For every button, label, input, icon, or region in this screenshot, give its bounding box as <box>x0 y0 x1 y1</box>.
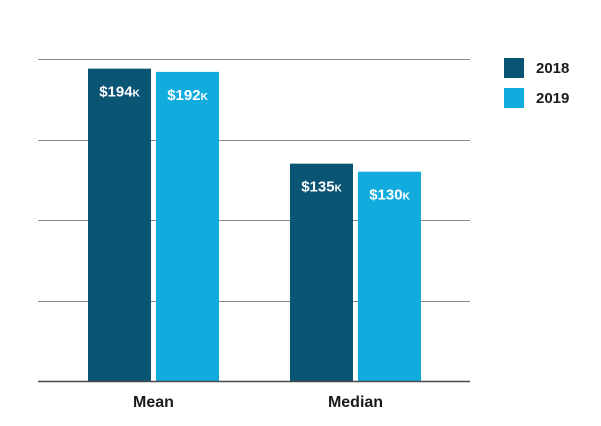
category-label-mean: Mean <box>133 394 174 411</box>
data-label-median-2018: $135K <box>301 179 342 196</box>
data-label-mean-2018: $194K <box>99 84 140 101</box>
legend-item-2019: 2019 <box>504 88 569 108</box>
legend-item-2018: 2018 <box>504 58 569 78</box>
legend-label-2018: 2018 <box>536 59 570 77</box>
bar-mean-2019 <box>156 71 219 381</box>
legend-label-2019: 2019 <box>536 89 570 107</box>
legend: 2018 2019 <box>504 58 569 118</box>
category-label-median: Median <box>328 394 383 411</box>
bar-median-2019 <box>358 171 421 381</box>
bar-median-2018 <box>290 163 353 381</box>
bar-mean-2018 <box>88 68 151 381</box>
data-label-median-2019: $130K <box>369 187 410 204</box>
legend-swatch-2018 <box>504 58 524 78</box>
legend-swatch-2019 <box>504 88 524 108</box>
data-label-mean-2019: $192K <box>167 87 208 104</box>
